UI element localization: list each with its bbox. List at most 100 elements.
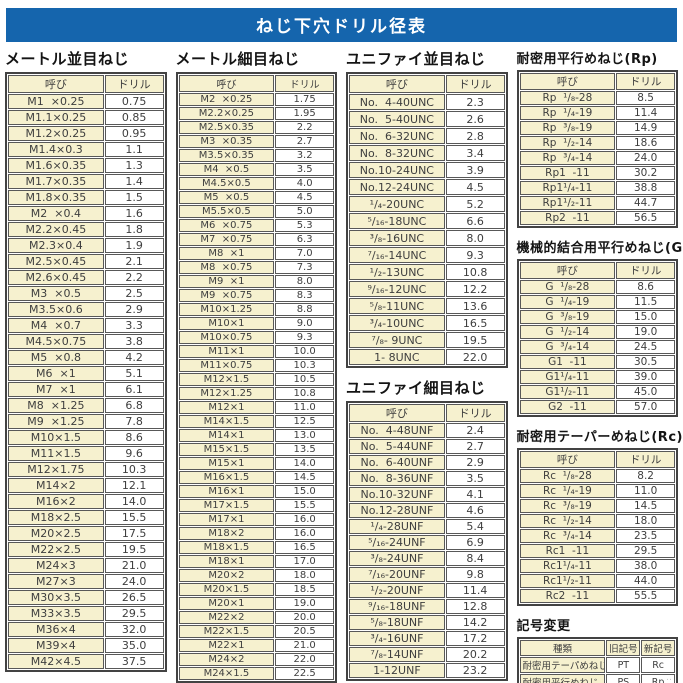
table-row: M18×2.5 15.5 [8,510,164,525]
thread-designation-cell: M14×1 [178,429,275,442]
table-row: No. 6-40UNF 2.9 [349,455,505,470]
table-row: ⁷/₁₆-14UNC 9.3 [349,247,505,263]
table-row: M9 ×1.25 7.8 [8,414,164,429]
column-header: 呼び [519,451,616,468]
drill-diameter-cell: 16.0 [275,513,334,526]
table-row: M3 ×0.5 2.5 [8,286,164,301]
drill-diameter-cell: 14.0 [104,494,164,509]
thread-designation-cell: M3 ×0.35 [178,135,275,148]
thread-designation-cell: M4 ×0.5 [178,163,275,176]
thread-designation-cell: G ¹/₈-28 [519,280,616,294]
thread-designation-cell: M24×3 [8,558,104,573]
thread-designation-cell: M9 ×1.25 [8,414,104,429]
table-row: G ¹/₈-28 8.6 [519,280,675,294]
thread-designation-cell: No. 8-32UNC [349,145,445,161]
table-row: M9 ×0.75 8.3 [178,289,334,302]
thread-designation-cell: M10×1.25 [178,303,275,316]
drill-diameter-cell: 18.5 [275,583,334,596]
drill-diameter-cell: 22.0 [275,653,334,666]
thread-designation-cell: M18×2 [178,527,275,540]
thread-designation-cell: M39×4 [8,638,104,653]
table-row: Rp1¹/₂-11 44.7 [519,196,675,210]
drill-diameter-cell: 10.8 [445,264,505,280]
thread-designation-cell: M1 ×0.25 [8,94,104,109]
table-row: M10×0.75 9.3 [178,331,334,344]
drill-diameter-cell: 11.4 [445,583,505,598]
thread-designation-cell: M3.5×0.6 [8,302,104,317]
thread-designation-cell: No. 8-36UNF [349,471,445,486]
table-row: M36×4 32.0 [8,622,164,637]
page-title: ねじ下穴ドリル径表 [6,8,677,42]
drill-diameter-cell: 0.95 [104,126,164,141]
column-header: 呼び [519,262,616,279]
drill-diameter-cell: 3.4 [445,145,505,161]
thread-designation-cell: G ¹/₂-14 [519,325,616,339]
drill-diameter-cell: 2.1 [104,254,164,269]
section-title-unified-fine: ユニファイ細目ねじ [346,379,486,397]
table-row: M3.5×0.35 3.2 [178,149,334,162]
table-row: Rp ¹/₂-14 18.6 [519,136,675,150]
thread-designation-cell: ⁵/₈-11UNC [349,298,445,314]
drill-diameter-cell: 10.8 [275,387,334,400]
drill-diameter-cell: 1.8 [104,222,164,237]
drill-diameter-cell: 8.6 [616,280,675,294]
drill-diameter-cell: 16.5 [275,541,334,554]
thread-designation-cell: M20×2 [178,569,275,582]
thread-designation-cell: M1.8×0.35 [8,190,104,205]
table-row: ⁵/₁₆-18UNC 6.6 [349,213,505,229]
drill-diameter-cell: 20.2 [445,647,505,662]
thread-designation-cell: M1.6×0.35 [8,158,104,173]
table-row: No. 8-32UNC 3.4 [349,145,505,161]
table-row: Rc1¹/₄-11 38.0 [519,559,675,573]
drill-diameter-cell: 1.1 [104,142,164,157]
drill-diameter-cell: 13.5 [275,443,334,456]
drill-diameter-cell: 4.5 [275,191,334,204]
drill-diameter-cell: 37.5 [104,654,164,669]
drill-diameter-cell: 3.3 [104,318,164,333]
thread-designation-cell: M10×1.5 [8,430,104,445]
drill-diameter-cell: 2.9 [104,302,164,317]
drill-diameter-cell: 19.0 [616,325,675,339]
drill-diameter-cell: 22.0 [445,349,505,365]
drill-diameter-cell: 4.0 [275,177,334,190]
thread-designation-cell: Rp1¹/₂-11 [519,196,616,210]
drill-diameter-cell: 14.9 [616,121,675,135]
table-row: M2.6×0.45 2.2 [8,270,164,285]
drill-diameter-cell: 4.6 [445,503,505,518]
table-row: M20×2 18.0 [178,569,334,582]
thread-designation-cell: ¹/₄-28UNF [349,519,445,534]
table-row: ⁵/₈-11UNC 13.6 [349,298,505,314]
drill-diameter-cell: 6.3 [275,233,334,246]
drill-diameter-cell: 18.6 [616,136,675,150]
table-row: M7 ×1 6.1 [8,382,164,397]
drill-diameter-cell: 21.0 [275,639,334,652]
drill-diameter-cell: 13.6 [445,298,505,314]
thread-designation-cell: M16×1.5 [178,471,275,484]
thread-designation-cell: M2.2×0.45 [8,222,104,237]
drill-diameter-cell: 11.4 [616,106,675,120]
section-title-metric-fine: メートル細目ねじ [175,50,300,68]
thread-designation-cell: No. 4-48UNF [349,423,445,438]
drill-diameter-cell: 19.5 [104,542,164,557]
table-row: M8 ×0.75 7.3 [178,261,334,274]
thread-designation-cell: Rp1 -11 [519,166,616,180]
thread-designation-cell: G1¹/₄-11 [519,370,616,384]
table-row: G ¹/₂-14 19.0 [519,325,675,339]
thread-designation-cell: M2.3×0.4 [8,238,104,253]
table-row: ¹/₄-28UNF 5.4 [349,519,505,534]
table-row: M4.5×0.75 3.8 [8,334,164,349]
table-row: G1¹/₄-11 39.0 [519,370,675,384]
drill-diameter-cell: 6.8 [104,398,164,413]
drill-diameter-cell: 8.2 [616,469,675,483]
metric-coarse-table: 呼び ドリル M1 ×0.25 0.75 M1.1×0.25 0.85 M1.2×0.25 0… [5,72,167,672]
drill-diameter-cell: 6.9 [445,535,505,550]
thread-designation-cell: No.10-32UNF [349,487,445,502]
column-metric-fine: メートル細目ねじ 呼び ドリル M2 ×0.25 1.75 M2.2×0.25 1.95 M… [175,47,337,683]
thread-designation-cell: M10×0.75 [178,331,275,344]
thread-designation-cell: ³/₄-10UNC [349,315,445,331]
drill-diameter-cell: 29.5 [616,544,675,558]
table-row: M27×3 24.0 [8,574,164,589]
thread-designation-cell: M12×1.5 [178,373,275,386]
column-header: 呼び [349,404,445,422]
table-row: M12×1 11.0 [178,401,334,414]
